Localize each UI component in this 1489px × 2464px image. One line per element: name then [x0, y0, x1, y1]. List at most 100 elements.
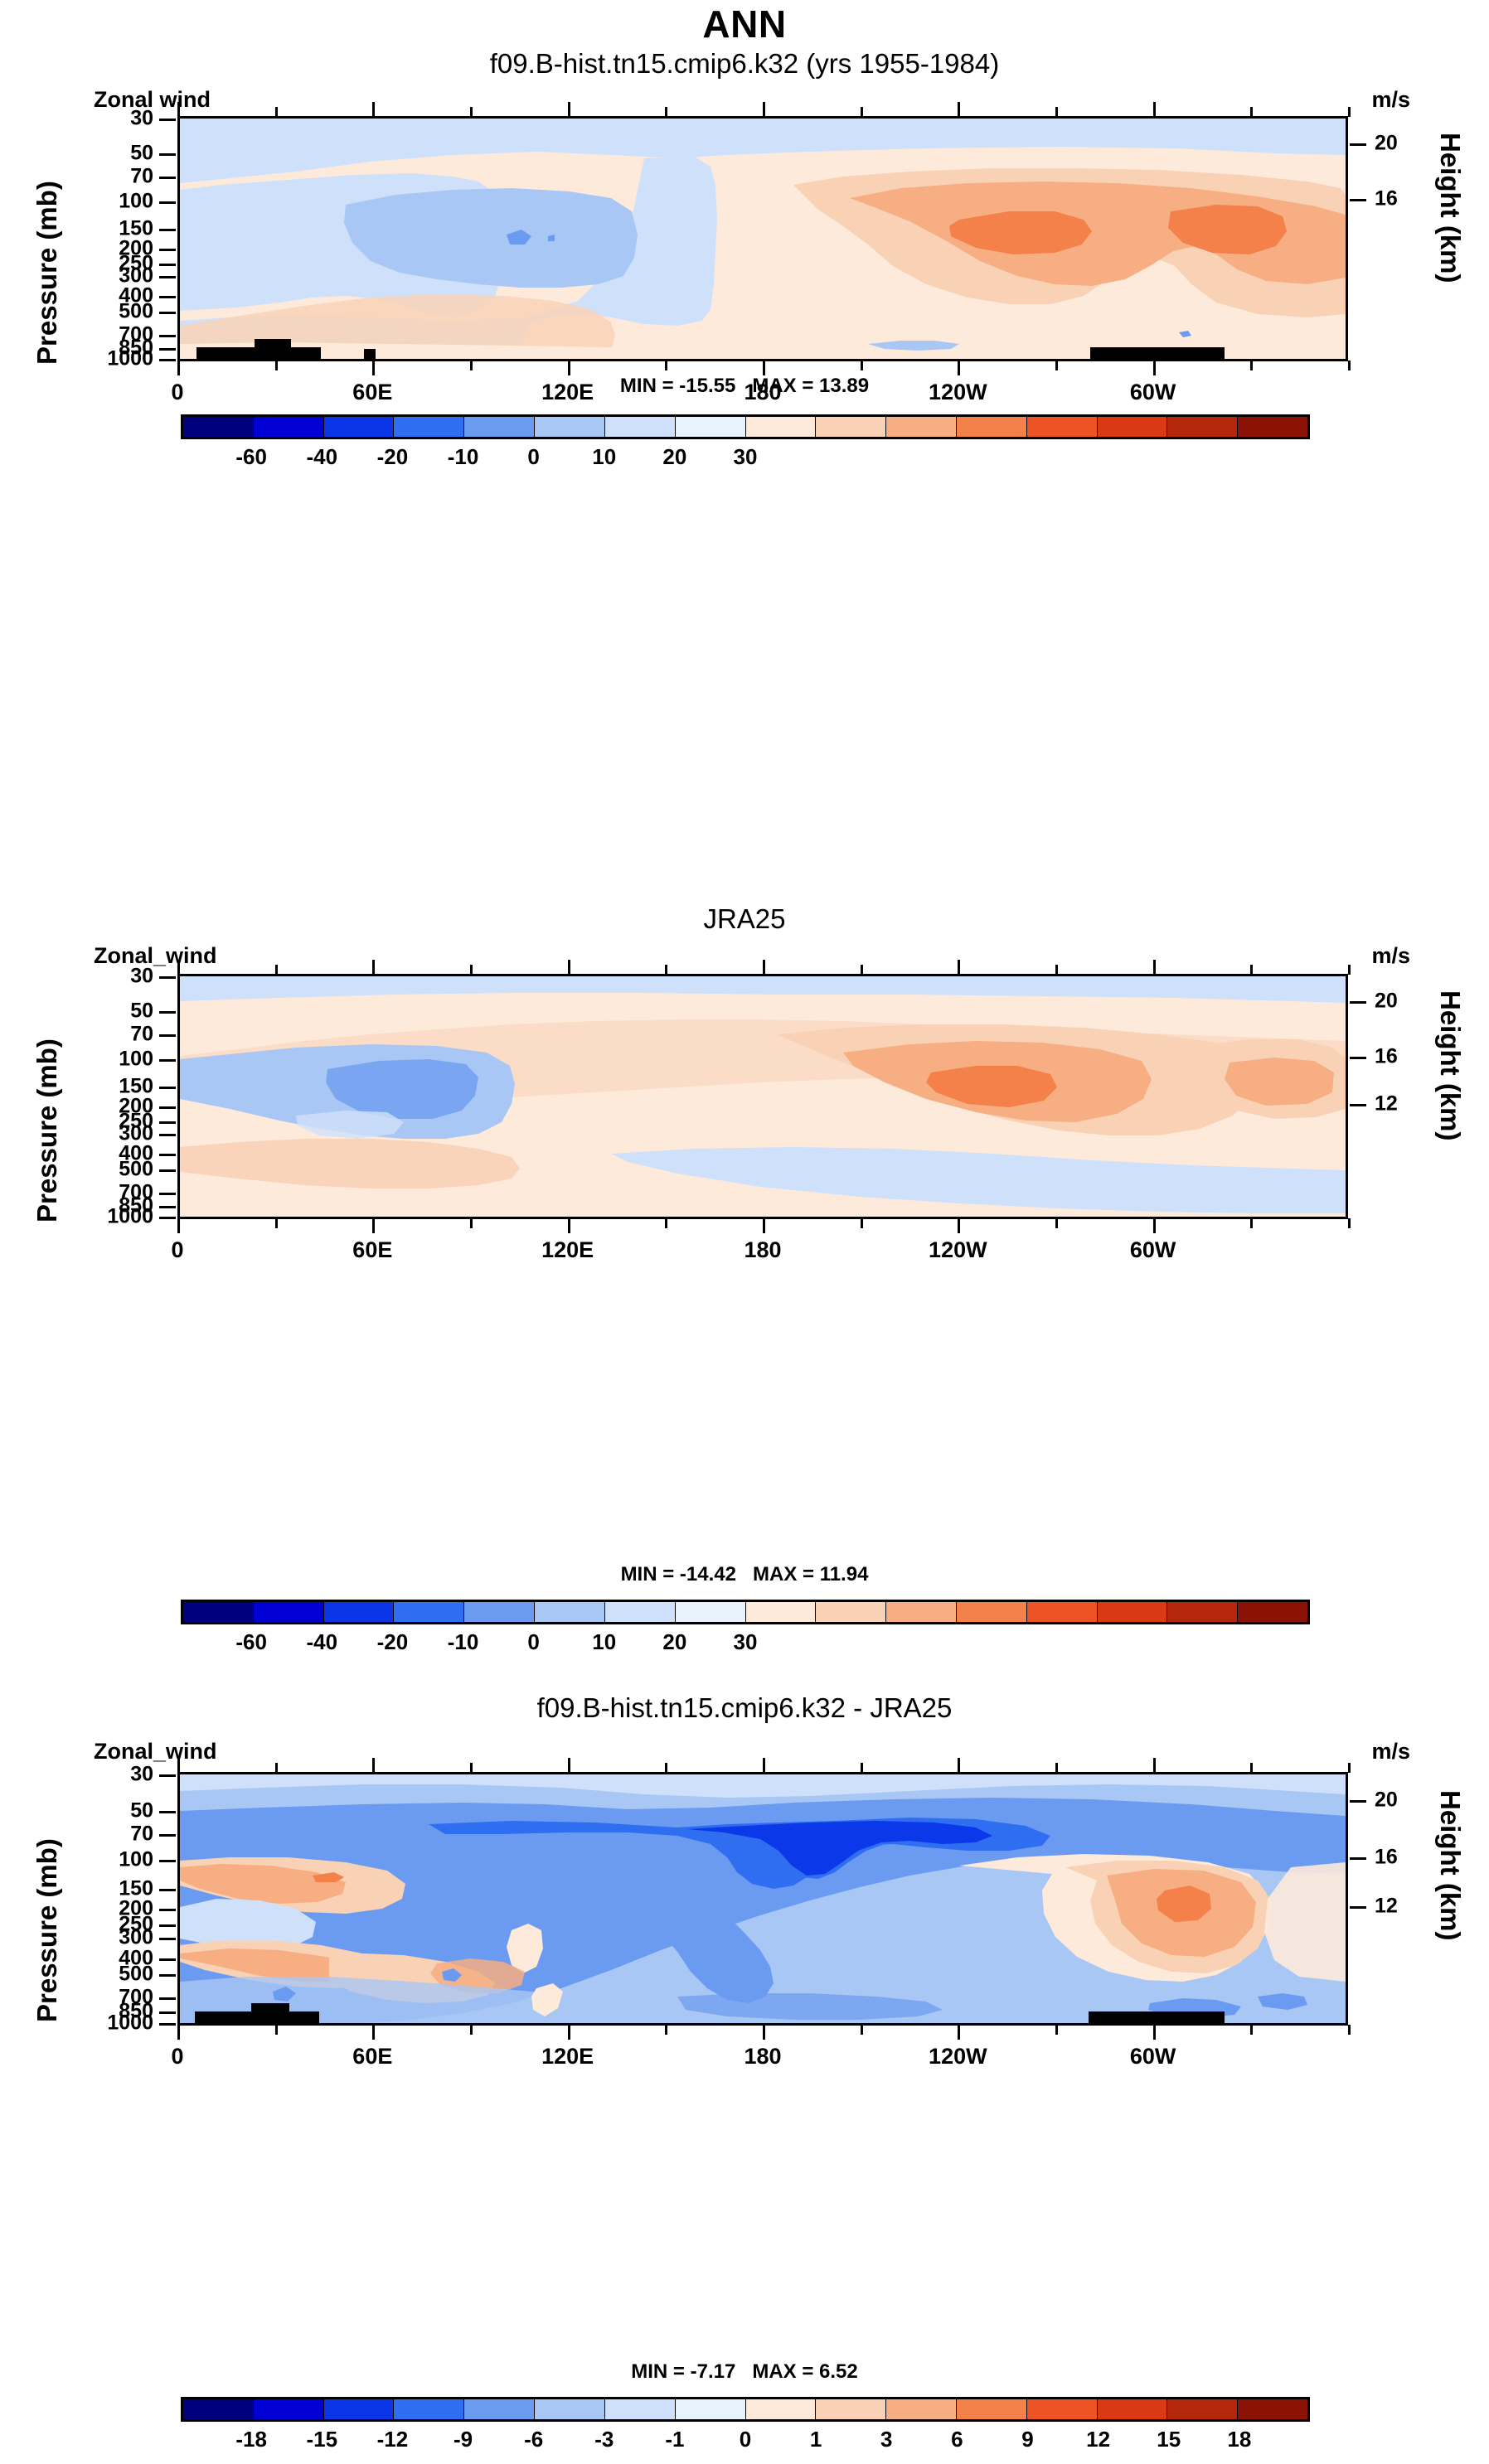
colorbar-cell — [816, 417, 887, 437]
longitude-tick-label: 180 — [744, 380, 782, 404]
pressure-tick — [159, 1888, 176, 1891]
longitude-tick — [665, 965, 668, 975]
contour-plot — [177, 974, 1348, 1219]
pressure-tick-label: 700 — [119, 1985, 153, 2009]
colorbar-tick-label: -12 — [376, 2427, 409, 2452]
pressure-tick — [159, 2011, 176, 2015]
longitude-tick — [958, 1758, 961, 1773]
minmax-text: MIN = -14.42 MAX = 11.94 — [0, 1563, 1489, 1586]
pressure-tick — [159, 1810, 176, 1813]
longitude-tick — [1152, 1218, 1156, 1233]
longitude-tick — [1348, 107, 1351, 117]
longitude-tick — [1055, 1218, 1058, 1228]
colorbar-cell — [323, 417, 395, 437]
pressure-tick-label: 400 — [119, 1141, 153, 1165]
colorbar-cell — [956, 417, 1027, 437]
colorbar-tick-label: 30 — [733, 444, 758, 469]
colorbar-cell — [464, 1602, 536, 1622]
longitude-tick — [372, 102, 376, 117]
longitude-tick — [958, 102, 961, 117]
colorbar-tick-label: 3 — [880, 2427, 893, 2452]
max-value: 6.52 — [819, 2360, 858, 2383]
longitude-tick-label: 120W — [929, 1237, 987, 1262]
longitude-tick — [1055, 107, 1058, 117]
longitude-tick-label: 120E — [541, 1237, 594, 1262]
longitude-tick — [177, 960, 180, 975]
colorbar — [181, 2397, 1310, 2422]
pressure-tick — [159, 177, 176, 180]
colorbar-cell — [745, 1602, 817, 1622]
pressure-tick-label: 500 — [119, 1157, 153, 1181]
longitude-tick — [763, 2025, 765, 2040]
longitude-tick — [860, 361, 863, 370]
longitude-tick — [177, 1218, 180, 1233]
colorbar-tick-label: 30 — [733, 1629, 758, 1654]
pressure-tick — [159, 119, 176, 121]
longitude-tick — [1348, 2025, 1351, 2035]
longitude-tick-label: 60W — [1129, 1237, 1176, 1262]
panel-unit-label: m/s — [1371, 87, 1410, 112]
longitude-tick-label: 120E — [541, 380, 594, 404]
longitude-tick-label: 120W — [929, 380, 987, 404]
colorbar-tick-label: -40 — [306, 444, 338, 469]
colorbar-tick-label: -9 — [453, 2427, 473, 2452]
pressure-tick-label: 200 — [119, 236, 153, 260]
longitude-tick-label: 180 — [744, 1237, 782, 1262]
pressure-tick-label: 100 — [119, 1047, 153, 1071]
panel-reanalysis: JRA25 Zonal_wind m/s Pressure (mb) Heigh… — [0, 870, 1489, 1699]
pressure-tick-label: 250 — [119, 1912, 153, 1936]
longitude-tick — [567, 1218, 570, 1233]
longitude-tick — [665, 361, 668, 370]
longitude-tick — [372, 960, 376, 975]
longitude-tick — [177, 102, 180, 117]
pressure-tick — [159, 248, 176, 251]
pressure-tick — [159, 1973, 176, 1977]
panel-variable-label: Zonal_wind — [94, 1739, 217, 1764]
pressure-tick — [159, 276, 176, 279]
colorbar-tick-label: -6 — [524, 2427, 544, 2452]
pressure-tick — [159, 311, 176, 314]
longitude-tick — [1152, 1758, 1156, 1773]
pressure-tick-label: 1000 — [107, 1204, 153, 1228]
colorbar-tick-label: -1 — [665, 2427, 685, 2452]
pressure-tick-label: 700 — [119, 322, 153, 346]
colorbar-tick-label: -20 — [376, 1629, 409, 1654]
colorbar-cell — [1238, 1602, 1307, 1622]
contour-svg — [180, 1774, 1346, 2023]
pressure-tick — [159, 1011, 176, 1014]
pressure-tick-label: 50 — [130, 1798, 153, 1823]
colorbar-cell — [464, 417, 536, 437]
longitude-tick — [1250, 1218, 1254, 1228]
colorbar-tick-label: -60 — [235, 444, 267, 469]
pressure-tick — [159, 1997, 176, 2001]
pressure-tick-label: 400 — [119, 1946, 153, 1970]
height-tick — [1350, 1103, 1366, 1106]
colorbar-cell — [1026, 2399, 1098, 2419]
panel-title: JRA25 — [703, 903, 786, 934]
longitude-tick — [1348, 361, 1351, 370]
colorbar-cell — [1238, 2399, 1307, 2419]
longitude-tick — [177, 1758, 180, 1773]
longitude-tick-label: 0 — [171, 2044, 184, 2069]
longitude-tick — [763, 1758, 765, 1773]
pressure-tick-label: 500 — [119, 1962, 153, 1986]
longitude-tick — [763, 960, 765, 975]
colorbar-cell — [464, 2399, 536, 2419]
longitude-tick — [763, 1218, 765, 1233]
colorbar-cell — [183, 2399, 254, 2419]
panel-variable-label: Zonal_wind — [94, 943, 217, 968]
height-tick — [1350, 1056, 1366, 1059]
longitude-tick — [177, 2025, 180, 2040]
longitude-tick-label: 120W — [929, 2044, 987, 2069]
colorbar-tick-label: -3 — [594, 2427, 614, 2452]
colorbar-cell — [604, 1602, 676, 1622]
colorbar-cell — [675, 1602, 746, 1622]
colorbar-tick-label: -20 — [376, 444, 409, 469]
colorbar-cell — [604, 2399, 676, 2419]
longitude-tick — [1152, 102, 1156, 117]
longitude-tick — [1250, 1763, 1254, 1773]
longitude-tick — [665, 107, 668, 117]
y2-axis-title: Height (km) — [1435, 133, 1466, 283]
colorbar-cell — [886, 1602, 957, 1622]
minmax-text: MIN = -7.17 MAX = 6.52 — [0, 2360, 1489, 2384]
